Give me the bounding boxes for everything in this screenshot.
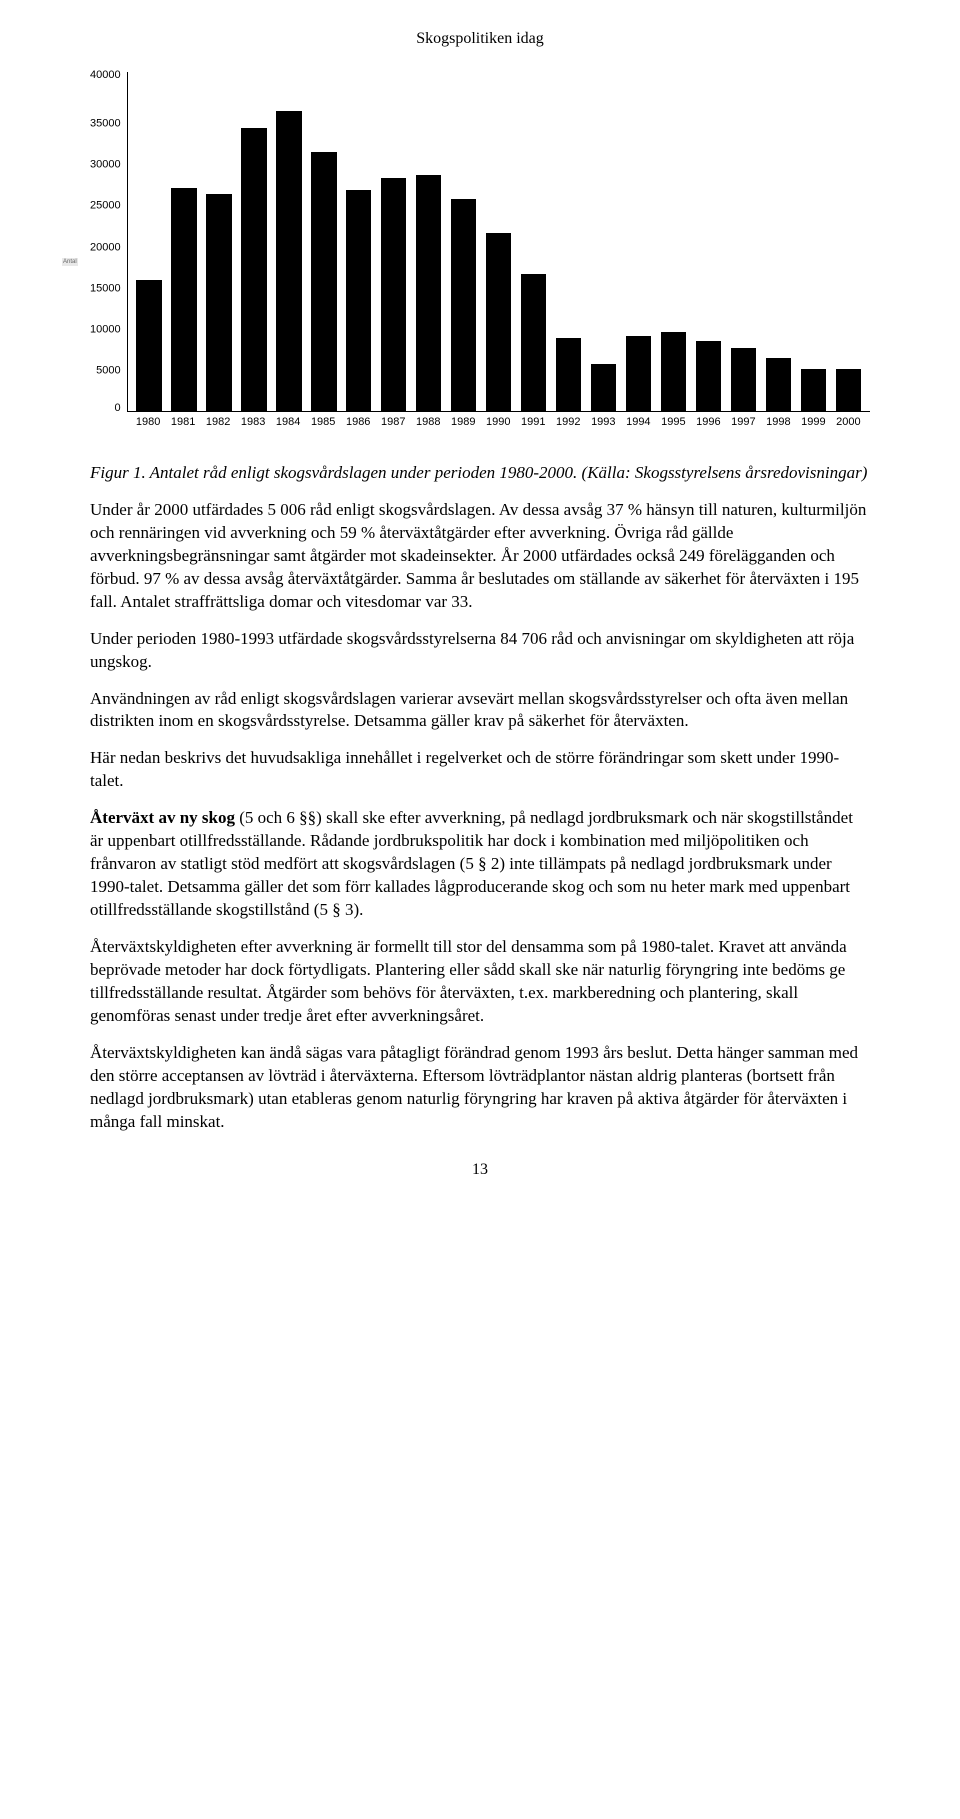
plot-area: 1980198119821983198419851986198719881989…	[127, 72, 870, 452]
paragraph: Användningen av råd enligt skogsvårdslag…	[90, 688, 870, 734]
paragraph-text: Under perioden 1980-1993 utfärdade skogs…	[90, 629, 854, 671]
paragraph-text: Återväxtskyldigheten efter avverkning är…	[90, 937, 847, 1025]
bar-slot	[761, 72, 796, 411]
bar	[801, 369, 826, 411]
bar	[836, 369, 861, 411]
paragraph: Under perioden 1980-1993 utfärdade skogs…	[90, 628, 870, 674]
bar	[486, 233, 511, 411]
x-tick: 1992	[551, 416, 586, 428]
y-tick: 40000	[90, 70, 121, 81]
x-tick: 1998	[761, 416, 796, 428]
x-tick: 1995	[656, 416, 691, 428]
x-tick: 2000	[831, 416, 866, 428]
x-tick: 1982	[201, 416, 236, 428]
bar-slot	[306, 72, 341, 411]
x-tick: 1981	[166, 416, 201, 428]
bar	[171, 188, 196, 411]
bar	[556, 338, 581, 411]
bar	[696, 341, 721, 411]
body-text: Under år 2000 utfärdades 5 006 råd enlig…	[90, 499, 870, 1134]
bar-slot	[411, 72, 446, 411]
bar-slot	[446, 72, 481, 411]
x-tick: 1986	[341, 416, 376, 428]
x-tick: 1980	[131, 416, 166, 428]
paragraph: Under år 2000 utfärdades 5 006 råd enlig…	[90, 499, 870, 614]
bar-slot	[132, 72, 167, 411]
paragraph-text: Under år 2000 utfärdades 5 006 råd enlig…	[90, 500, 866, 611]
bar	[416, 175, 441, 411]
bar	[731, 348, 756, 411]
bar	[276, 111, 301, 411]
figure-caption: Figur 1. Antalet råd enligt skogsvårdsla…	[90, 462, 870, 485]
bar-slot	[481, 72, 516, 411]
bar-slot	[586, 72, 621, 411]
bar-slot	[167, 72, 202, 411]
paragraph: Återväxt av ny skog (5 och 6 §§) skall s…	[90, 807, 870, 922]
bar-slot	[516, 72, 551, 411]
bar-slot	[237, 72, 272, 411]
bar-slot	[376, 72, 411, 411]
y-tick: 0	[114, 403, 120, 414]
x-tick: 1983	[236, 416, 271, 428]
x-tick: 1994	[621, 416, 656, 428]
bar	[626, 336, 651, 411]
bars-area	[127, 72, 870, 412]
x-axis: 1980198119821983198419851986198719881989…	[127, 416, 870, 428]
bar-slot	[796, 72, 831, 411]
y-tick: 30000	[90, 160, 121, 171]
y-tick: 20000	[90, 242, 121, 253]
bar	[311, 152, 336, 411]
x-tick: 1989	[446, 416, 481, 428]
bar	[451, 199, 476, 411]
bar	[346, 190, 371, 411]
bar	[381, 178, 406, 411]
x-tick: 1993	[586, 416, 621, 428]
bar-slot	[726, 72, 761, 411]
paragraph: Återväxtskyldigheten kan ändå sägas vara…	[90, 1042, 870, 1134]
paragraph: Återväxtskyldigheten efter avverkning är…	[90, 936, 870, 1028]
bar	[206, 194, 231, 411]
x-tick: 1990	[481, 416, 516, 428]
bar-slot	[691, 72, 726, 411]
x-tick: 1997	[726, 416, 761, 428]
bar-slot	[271, 72, 306, 411]
bar	[591, 364, 616, 411]
x-tick: 1991	[516, 416, 551, 428]
paragraph-text: Återväxtskyldigheten kan ändå sägas vara…	[90, 1043, 858, 1131]
bar	[766, 358, 791, 411]
x-tick: 1987	[376, 416, 411, 428]
bar-slot	[551, 72, 586, 411]
page-header: Skogspolitiken idag	[90, 30, 870, 48]
x-tick: 1999	[796, 416, 831, 428]
page-number: 13	[90, 1161, 870, 1179]
x-tick: 1988	[411, 416, 446, 428]
y-tick: 15000	[90, 283, 121, 294]
bar-chart: Antal 4000035000300002500020000150001000…	[90, 72, 870, 452]
bar-slot	[621, 72, 656, 411]
bar-slot	[656, 72, 691, 411]
y-tick: 10000	[90, 324, 121, 335]
x-tick: 1984	[271, 416, 306, 428]
bar-slot	[202, 72, 237, 411]
bar	[661, 332, 686, 411]
paragraph-text: Användningen av råd enligt skogsvårdslag…	[90, 689, 848, 731]
bar	[521, 274, 546, 411]
paragraph: Här nedan beskrivs det huvudsakliga inne…	[90, 747, 870, 793]
bar	[136, 280, 161, 411]
x-tick: 1996	[691, 416, 726, 428]
y-axis-label: Antal	[62, 258, 78, 266]
bar-slot	[831, 72, 866, 411]
y-tick: 25000	[90, 201, 121, 212]
paragraph-text: Här nedan beskrivs det huvudsakliga inne…	[90, 748, 839, 790]
chart-container: Antal 4000035000300002500020000150001000…	[90, 72, 870, 452]
bar-slot	[341, 72, 376, 411]
x-tick: 1985	[306, 416, 341, 428]
y-axis: 40000 35000 30000 25000 20000 15000 10000 5000 0	[90, 72, 127, 412]
y-tick: 35000	[90, 119, 121, 130]
y-tick: 5000	[96, 365, 120, 376]
bar	[241, 128, 266, 411]
paragraph-lead: Återväxt av ny skog	[90, 808, 235, 827]
